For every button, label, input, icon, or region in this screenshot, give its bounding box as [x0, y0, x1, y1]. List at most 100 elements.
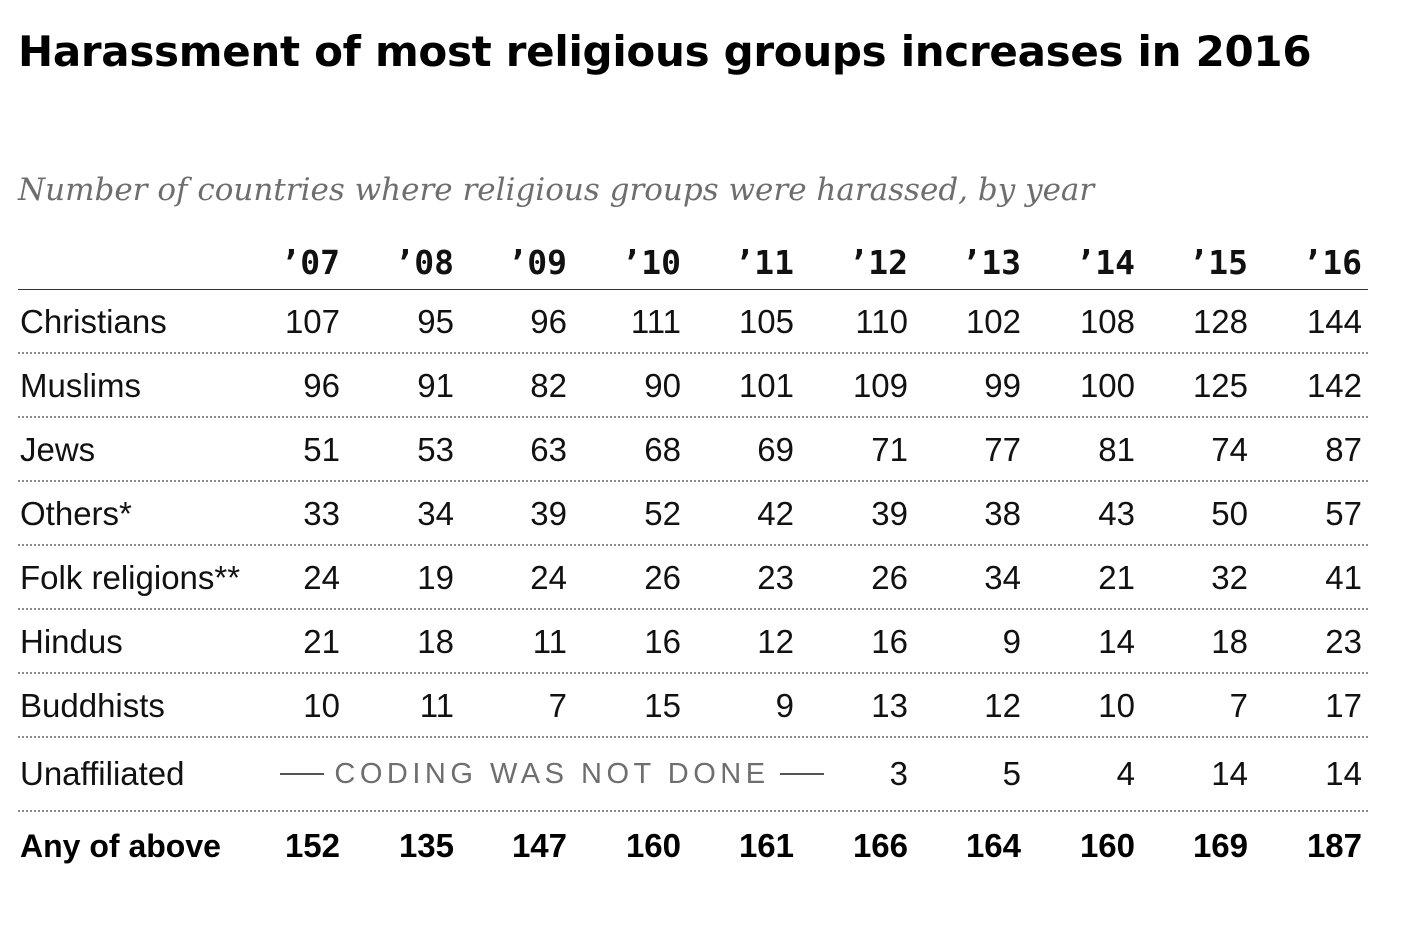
coding-note-text: CODING WAS NOT DONE — [334, 757, 770, 790]
column-header: ’12 — [848, 243, 908, 282]
table-cell: 15 — [644, 687, 681, 724]
table-cell: 39 — [530, 495, 567, 532]
table-row: Christians 107 95 96 111 105 110 102 108 128 144 — [18, 290, 1368, 354]
row-label: Folk religions** — [20, 559, 241, 596]
table-cell: 144 — [1306, 303, 1362, 340]
table-cell: 109 — [852, 367, 908, 404]
table-cell: 111 — [630, 303, 681, 340]
table-cell: 14 — [1325, 755, 1362, 792]
table-cell: 135 — [398, 827, 454, 864]
row-label: Jews — [20, 431, 96, 468]
row-label: Unaffiliated — [20, 755, 185, 792]
table-cell: 9 — [1002, 623, 1021, 660]
table-cell: 3 — [889, 755, 908, 792]
table-cell: 110 — [855, 303, 908, 340]
coding-note: CODING WAS NOT DONE — [280, 754, 824, 794]
table-cell: 33 — [303, 495, 340, 532]
chart-subtitle: Number of countries where religious grou… — [18, 172, 1095, 208]
table-cell: 42 — [757, 495, 794, 532]
table-cell: 19 — [417, 559, 454, 596]
table-cell: 26 — [871, 559, 908, 596]
row-label: Christians — [20, 303, 167, 340]
table-cell: 187 — [1306, 827, 1362, 864]
table-cell: 16 — [871, 623, 908, 660]
table-cell: 108 — [1079, 303, 1135, 340]
table-row: Folk religions** 24 19 24 26 23 26 34 21 32 41 — [18, 546, 1368, 610]
table-cell: 169 — [1192, 827, 1248, 864]
table-cell: 90 — [644, 367, 681, 404]
table-cell: 125 — [1192, 367, 1248, 404]
table-cell: 152 — [284, 827, 340, 864]
row-label: Others* — [20, 495, 132, 532]
table-cell: 52 — [644, 495, 681, 532]
table-cell: 51 — [303, 431, 340, 468]
table-row: Jews 51 53 63 68 69 71 77 81 74 87 — [18, 418, 1368, 482]
table-cell: 12 — [984, 687, 1021, 724]
column-header: ’09 — [507, 243, 567, 282]
table-cell: 38 — [984, 495, 1021, 532]
row-label: Hindus — [20, 623, 123, 660]
column-header: ’07 — [280, 243, 340, 282]
table-cell: 95 — [417, 303, 454, 340]
table-row: Others* 33 34 39 52 42 39 38 43 50 57 — [18, 482, 1368, 546]
table-cell: 4 — [1116, 755, 1135, 792]
table-cell: 107 — [284, 303, 340, 340]
table-cell: 7 — [548, 687, 567, 724]
table-cell: 69 — [757, 431, 794, 468]
table-cell: 53 — [417, 431, 454, 468]
table-cell: 91 — [417, 367, 454, 404]
table-cell: 10 — [1098, 687, 1135, 724]
table-cell: 43 — [1098, 495, 1135, 532]
column-header: ’11 — [734, 243, 794, 282]
table-cell: 68 — [644, 431, 681, 468]
table-cell: 14 — [1098, 623, 1135, 660]
table-cell: 82 — [530, 367, 567, 404]
table-cell: 10 — [303, 687, 340, 724]
table-cell: 5 — [1002, 755, 1021, 792]
table-cell: 24 — [303, 559, 340, 596]
table-cell: 77 — [984, 431, 1021, 468]
table-cell: 71 — [871, 431, 908, 468]
table-cell: 50 — [1211, 495, 1248, 532]
table-cell: 160 — [625, 827, 681, 864]
table-cell: 99 — [984, 367, 1021, 404]
table-row: Muslims 96 91 82 90 101 109 99 100 125 142 — [18, 354, 1368, 418]
table-cell: 160 — [1079, 827, 1135, 864]
table-cell: 11 — [419, 687, 454, 724]
table-cell: 164 — [965, 827, 1021, 864]
table-cell: 17 — [1325, 687, 1362, 724]
table-cell: 21 — [303, 623, 340, 660]
table-cell: 23 — [1325, 623, 1362, 660]
table-cell: 57 — [1325, 495, 1362, 532]
table-cell: 147 — [511, 827, 567, 864]
table-row-unaffiliated: Unaffiliated CODING WAS NOT DONE 3 5 4 1… — [18, 738, 1368, 812]
table-cell: 100 — [1079, 367, 1135, 404]
table-cell: 23 — [757, 559, 794, 596]
table-cell: 128 — [1192, 303, 1248, 340]
table-cell: 142 — [1306, 367, 1362, 404]
table-cell: 16 — [644, 623, 681, 660]
table-cell: 9 — [775, 687, 794, 724]
table-header-row: ’07 ’08 ’09 ’10 ’11 ’12 ’13 ’14 ’15 ’16 — [18, 235, 1368, 290]
table-cell: 7 — [1229, 687, 1248, 724]
table-cell: 26 — [644, 559, 681, 596]
column-header: ’15 — [1188, 243, 1248, 282]
table-cell: 34 — [984, 559, 1021, 596]
table-cell: 166 — [852, 827, 908, 864]
table-cell: 101 — [738, 367, 794, 404]
table-cell: 32 — [1211, 559, 1248, 596]
table-body: Christians 107 95 96 111 105 110 102 108 128 144 Mu… — [18, 290, 1368, 738]
table-cell: 96 — [530, 303, 567, 340]
table-cell: 14 — [1211, 755, 1248, 792]
table-cell: 18 — [1211, 623, 1248, 660]
table-cell: 81 — [1098, 431, 1135, 468]
row-label: Buddhists — [20, 687, 165, 724]
table-cell: 74 — [1211, 431, 1248, 468]
data-table: ’07 ’08 ’09 ’10 ’11 ’12 ’13 ’14 ’15 ’16 Christian… — [18, 235, 1368, 876]
table-cell: 63 — [530, 431, 567, 468]
table-cell: 34 — [417, 495, 454, 532]
table-cell: 161 — [738, 827, 794, 864]
table-cell: 13 — [871, 687, 908, 724]
note-right-dash — [779, 773, 824, 775]
table-cell: 105 — [738, 303, 794, 340]
